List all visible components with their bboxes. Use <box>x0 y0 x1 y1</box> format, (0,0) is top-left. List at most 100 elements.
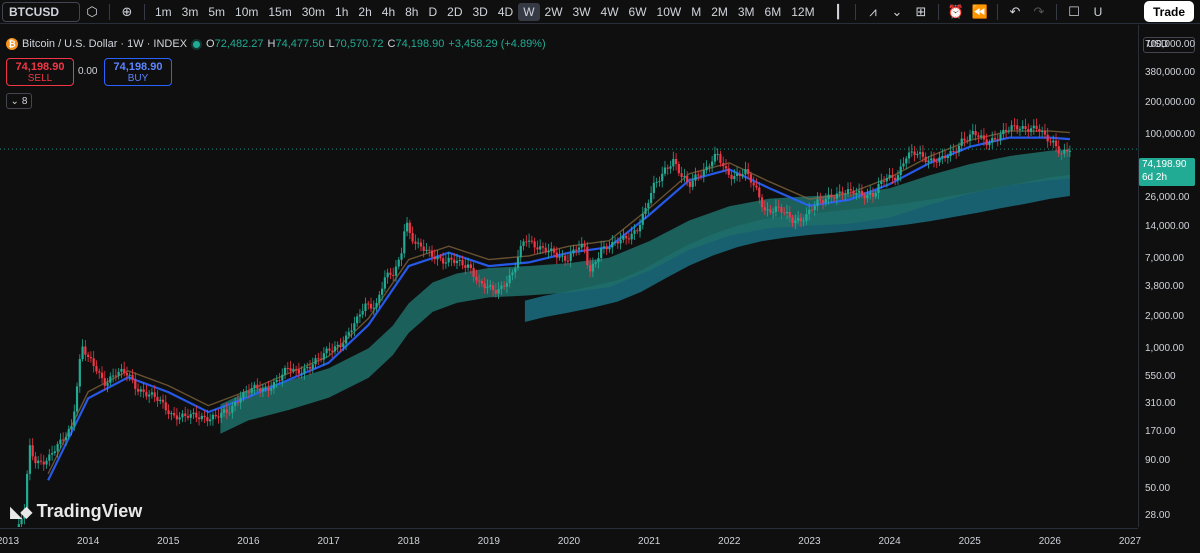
interval-6w[interactable]: 6W <box>628 4 647 19</box>
alert-clock-icon[interactable]: ⏰ <box>947 4 965 19</box>
price-tick-label: 700,000.00 <box>1145 38 1196 50</box>
interval-6m[interactable]: 6M <box>764 4 782 19</box>
interval-30m[interactable]: 30m <box>301 4 326 19</box>
candle-body <box>1016 125 1019 130</box>
candle-body <box>738 173 741 177</box>
buy-button[interactable]: 74,198.90 BUY <box>104 58 172 86</box>
candle-body <box>921 152 924 157</box>
chevron-down-icon[interactable]: ⌄ <box>891 4 903 19</box>
candle-body <box>932 158 936 162</box>
candle-body <box>558 256 561 258</box>
candle-body <box>153 392 156 397</box>
toolbar-divider <box>109 3 110 20</box>
fullscreen-square-icon[interactable]: ☐ <box>1068 4 1080 19</box>
candle-body <box>486 286 489 289</box>
price-tick-label: 7,000.00 <box>1145 252 1184 264</box>
symbol-badge-icon[interactable]: ⬡ <box>86 3 98 19</box>
candle-body <box>1024 126 1027 129</box>
interval-8h[interactable]: 8h <box>405 4 419 19</box>
candle-body <box>95 365 98 372</box>
close-key: C <box>387 38 396 50</box>
interval-5m[interactable]: 5m <box>208 4 226 19</box>
candle-body <box>319 358 323 360</box>
candle-body <box>131 374 134 380</box>
interval-3m[interactable]: 3M <box>737 4 755 19</box>
time-tick-label: 2024 <box>878 536 901 547</box>
trade-button[interactable]: Trade <box>1143 1 1194 22</box>
candle-body <box>461 259 464 266</box>
candle-body <box>267 387 270 391</box>
candle-body <box>98 371 101 373</box>
candle-body <box>705 166 708 171</box>
candle-body <box>541 246 545 248</box>
candle-body <box>869 192 872 195</box>
compare-plus-icon[interactable]: ⊕ <box>121 3 133 19</box>
interval-10w[interactable]: 10W <box>656 4 682 19</box>
interval-m[interactable]: M <box>691 4 702 19</box>
time-tick-label: 2014 <box>77 536 100 547</box>
interval-4d[interactable]: 4D <box>497 4 514 19</box>
price-chart[interactable] <box>0 25 1138 527</box>
interval-15m[interactable]: 15m <box>268 4 292 19</box>
candle-body <box>564 255 567 261</box>
candle-body <box>358 314 362 317</box>
interval-4h[interactable]: 4h <box>381 4 396 19</box>
indicators-icon[interactable]: ⩘ <box>869 4 877 19</box>
interval-3d[interactable]: 3D <box>472 4 488 19</box>
replay-icon[interactable]: ⏪ <box>971 4 989 19</box>
interval-3m[interactable]: 3m <box>181 4 199 19</box>
toolbar-divider <box>938 4 939 20</box>
layout-grid-icon[interactable]: ⊞ <box>915 4 927 19</box>
time-axis[interactable]: 2013 2014 2015 2016 2017 2018 2019 2020 2021 2022… <box>0 528 1141 553</box>
toolbar-extra-label[interactable]: U <box>1093 5 1103 19</box>
candle-body <box>369 303 373 309</box>
undo-icon[interactable]: ↶ <box>1009 4 1021 19</box>
candle-body <box>1032 125 1035 129</box>
interval-2h[interactable]: 2h <box>358 4 372 19</box>
candle-body <box>1049 141 1052 143</box>
interval-1m[interactable]: 1m <box>155 4 172 19</box>
interval-3w[interactable]: 3W <box>572 4 591 19</box>
symbol-title[interactable]: Bitcoin / U.S. Dollar · 1W · INDEX <box>22 38 188 50</box>
candle-body <box>67 429 70 437</box>
candle-body <box>156 396 159 402</box>
candle-body <box>971 130 974 135</box>
price-axis[interactable]: USD 700,000.00 380,000.00 200,000.00 100,00… <box>1138 25 1200 527</box>
candle-body <box>184 413 187 416</box>
top-toolbar: BTCUSD ⬡ ⊕ 1m 3m 5m 10m 15m 30m 1h 2h 4h 8h D 2D 3D 4… <box>0 0 1200 24</box>
interval-2m[interactable]: 2M <box>711 4 728 19</box>
candle-body <box>880 180 883 185</box>
candle-body <box>833 197 836 199</box>
candle-body <box>173 413 176 416</box>
candle-body <box>26 473 29 510</box>
candle-body <box>250 388 253 393</box>
candle-body <box>375 303 378 308</box>
indicators-toggle[interactable]: ⌄ 8 <box>6 93 32 109</box>
candle-body <box>222 409 226 413</box>
candle-body <box>616 241 619 244</box>
interval-2w[interactable]: 2W <box>544 4 563 19</box>
symbol-search[interactable]: BTCUSD <box>2 1 80 22</box>
candle-body <box>727 168 730 175</box>
time-tick-label: 2020 <box>557 536 581 547</box>
candles-style-icon[interactable]: ┃ <box>834 4 842 19</box>
interval-d[interactable]: D <box>428 4 438 19</box>
interval-12m[interactable]: 12M <box>791 4 815 19</box>
sell-button[interactable]: 74,198.90 SELL <box>6 58 74 86</box>
candle-body <box>109 376 112 383</box>
candle-body <box>930 158 933 161</box>
candle-body <box>139 389 142 392</box>
candle-body <box>522 241 525 246</box>
interval-4w[interactable]: 4W <box>600 4 619 19</box>
redo-icon[interactable]: ↷ <box>1033 4 1045 19</box>
interval-w[interactable]: W <box>518 2 540 21</box>
interval-2d[interactable]: 2D <box>447 4 463 19</box>
toolbar-divider <box>855 4 856 20</box>
currency-selector[interactable]: USD <box>1143 37 1195 53</box>
candle-body <box>927 160 930 163</box>
candle-body <box>608 247 611 250</box>
interval-10m[interactable]: 10m <box>235 4 259 19</box>
candle-body <box>716 153 719 155</box>
interval-1h[interactable]: 1h <box>335 4 349 19</box>
candle-body <box>411 232 414 242</box>
